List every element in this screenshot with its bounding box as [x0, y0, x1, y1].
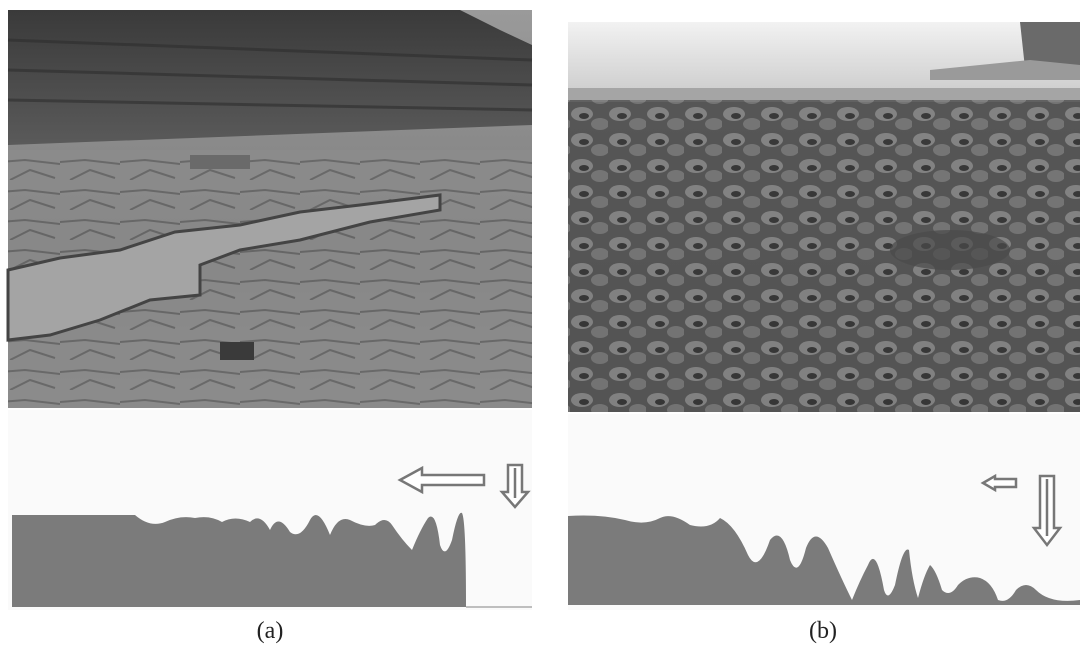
profile-a: [12, 512, 466, 607]
arrows-a: [397, 463, 531, 509]
photo-b: [568, 22, 1080, 412]
caption-a: (a): [257, 618, 284, 644]
photo-a: [6, 10, 533, 408]
profile-b: [568, 515, 1080, 605]
arrows-b: [980, 473, 1063, 548]
caption-b: (b): [809, 618, 837, 644]
